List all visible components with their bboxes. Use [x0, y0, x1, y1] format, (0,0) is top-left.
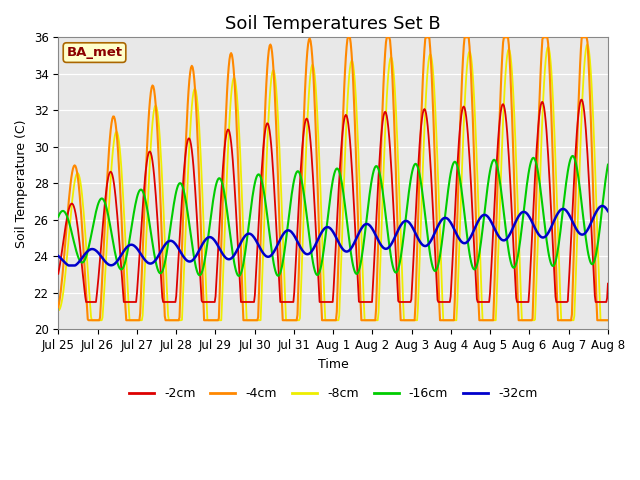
- Y-axis label: Soil Temperature (C): Soil Temperature (C): [15, 119, 28, 248]
- Title: Soil Temperatures Set B: Soil Temperatures Set B: [225, 15, 441, 33]
- Text: BA_met: BA_met: [67, 46, 122, 59]
- X-axis label: Time: Time: [317, 358, 349, 371]
- Legend: -2cm, -4cm, -8cm, -16cm, -32cm: -2cm, -4cm, -8cm, -16cm, -32cm: [124, 382, 542, 405]
